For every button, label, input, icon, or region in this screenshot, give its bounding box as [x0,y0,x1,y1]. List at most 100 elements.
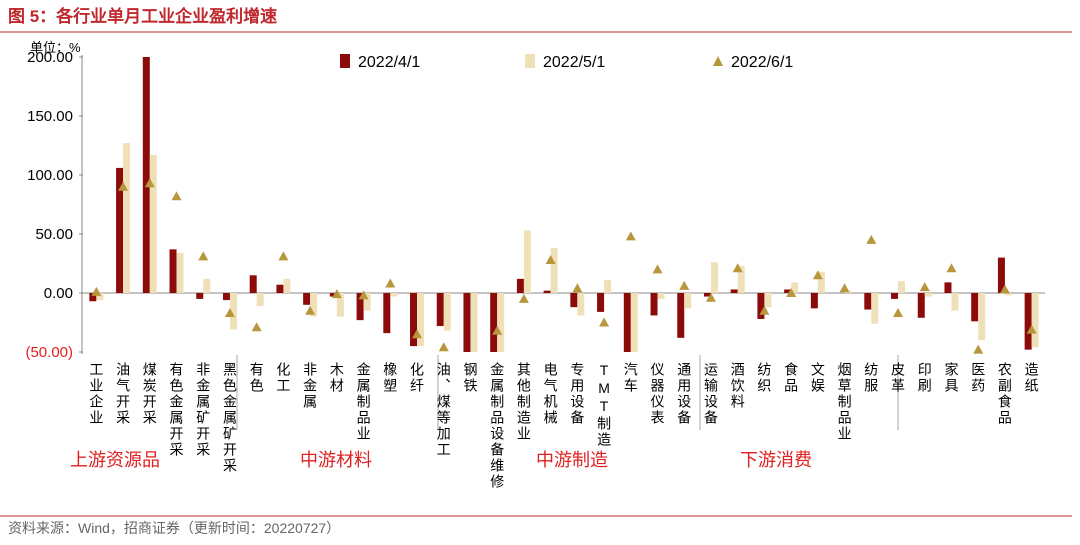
bar [283,278,291,293]
triangle-marker [518,293,529,303]
bar [329,293,337,297]
bar [256,293,264,306]
bar [169,249,177,293]
triangle-marker [652,264,663,274]
source-note: 资料来源：Wind，招商证券（更新时间：20220727） [8,520,340,536]
bar [123,143,131,293]
triangle-marker [625,231,636,241]
bar [997,257,1005,293]
y-tick-label: 50.00 [35,226,73,243]
triangle-marker [572,283,583,293]
x-tick-label: 食品 [783,361,799,394]
x-tick-label: 非金属矿开采 [195,362,211,458]
bar [810,293,818,309]
triangle-marker [786,288,797,297]
bar [677,293,685,338]
bar [463,293,471,352]
bar [96,293,104,301]
group-label: 下游消费 [740,450,812,470]
bar [89,293,97,302]
bar [650,293,658,316]
x-tick-label: 仪器仪表 [650,362,666,426]
bar [791,282,799,293]
x-tick-label: 专用设备 [569,362,585,426]
x-tick-label: 医药 [970,362,986,394]
bar [390,293,398,297]
x-tick-label: 烟草制品业 [837,362,853,442]
triangle-marker [866,234,877,244]
bar [864,293,872,310]
bar [924,293,932,297]
bar [764,293,772,308]
group-label: 中游材料 [300,450,372,470]
x-tick-label: 电气机械 [543,362,559,426]
y-tick-label: 0.00 [44,285,73,302]
bar [898,281,906,293]
bar [657,293,665,299]
bar [757,293,765,319]
bar [229,293,237,330]
bar [383,293,391,334]
bar [363,293,371,311]
bar [303,293,311,305]
bar [871,293,879,324]
x-tick-label: 橡塑 [382,362,398,394]
triangle-marker [599,317,610,327]
bar [784,289,792,293]
bar [917,293,925,318]
x-tick-label: TMT制造 [596,362,612,448]
triangle-marker [198,251,209,261]
triangle-marker [973,344,984,354]
bar [570,293,578,308]
x-tick-label: 运输设备 [703,362,719,426]
x-tick-label: 化工 [275,362,291,394]
bar [550,248,558,293]
y-axis-label: 单位：% [30,40,81,55]
bar [730,289,738,293]
legend-label: 2022/5/1 [543,54,605,71]
triangle-marker [946,263,957,273]
triangle-marker [278,251,289,261]
bar [710,262,718,293]
bar [310,293,318,317]
bar [684,293,692,309]
chart-title: 图 5：各行业单月工业企业盈利增速 [8,6,277,26]
bar [623,293,631,352]
triangle-marker [732,263,743,273]
x-tick-label: 木材 [329,362,345,394]
y-tick-label: (50.00) [25,344,73,361]
triangle-marker [224,308,235,318]
x-tick-label: 工业企业 [88,362,104,426]
x-tick-label: 化纤 [409,362,425,394]
legend-label: 2022/4/1 [358,54,420,71]
triangle-marker [759,305,770,315]
triangle-marker [251,322,262,332]
triangle-marker [1026,324,1037,334]
x-tick-label: 文娱 [810,362,826,394]
bar [470,293,478,352]
bar [577,293,585,316]
bar [149,154,157,293]
legend-label: 2022/6/1 [731,54,793,71]
bar [630,293,638,352]
legend-swatch [713,56,723,66]
group-label: 上游资源品 [70,450,160,470]
x-tick-label: 汽车 [623,362,639,394]
triangle-marker [144,178,155,188]
triangle-marker [331,289,342,299]
triangle-marker [893,308,904,318]
x-tick-label: 皮革 [890,362,906,394]
triangle-marker [812,270,823,280]
bar [604,280,612,293]
x-tick-label: 印刷 [917,362,933,394]
triangle-marker [679,280,690,290]
y-tick-label: 150.00 [27,108,73,125]
triangle-marker [492,325,503,335]
bar [497,293,505,352]
triangle-marker [545,254,556,264]
bar [1004,293,1012,296]
bar [703,293,711,297]
bar [436,293,444,327]
y-tick-label: 200.00 [27,49,73,66]
